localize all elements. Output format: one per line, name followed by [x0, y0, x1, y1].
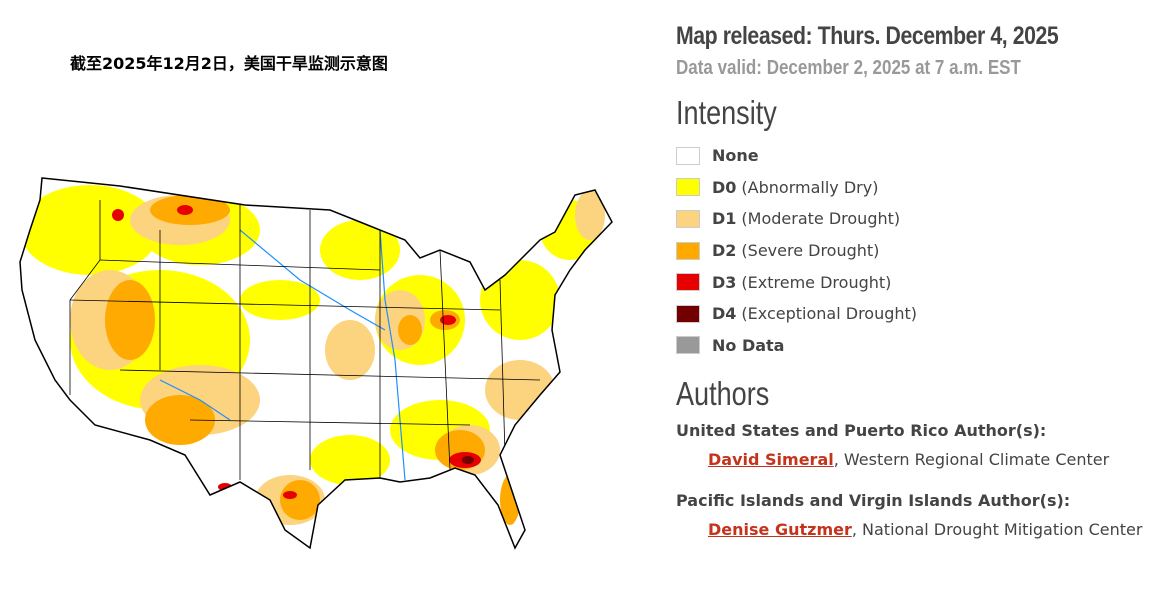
- map-title: 截至2025年12月2日，美国干旱监测示意图: [70, 54, 388, 73]
- author-link-david-simeral[interactable]: David Simeral: [708, 450, 834, 470]
- rivers: [159, 229, 406, 481]
- legend-item-none: None: [676, 140, 1142, 172]
- legend-swatch: [676, 336, 700, 355]
- legend-label: (Severe Drought): [741, 241, 880, 261]
- legend-swatch: [676, 209, 700, 228]
- legend: None D0 (Abnormally Dry) D1 (Moderate Drou…: [676, 140, 1142, 361]
- author-org: , Western Regional Climate Center: [833, 450, 1110, 470]
- state-borders: [69, 200, 541, 480]
- legend-item-d0: D0 (Abnormally Dry): [676, 172, 1142, 204]
- legend-item-no-data: No Data: [676, 330, 1142, 362]
- legend-item-d1: D1 (Moderate Drought): [676, 203, 1142, 235]
- legend-code: D2: [712, 241, 737, 261]
- legend-swatch: [676, 273, 700, 292]
- legend-swatch: [676, 146, 700, 165]
- legend-item-d4: D4 (Exceptional Drought): [676, 298, 1142, 330]
- legend-swatch: [676, 304, 700, 323]
- us-author: David Simeral, Western Regional Climate …: [708, 450, 1142, 469]
- us-authors-heading: United States and Puerto Rico Author(s):: [676, 421, 1047, 441]
- legend-swatch: [676, 241, 700, 260]
- legend-item-d3: D3 (Extreme Drought): [676, 266, 1142, 298]
- legend-code: D0: [712, 177, 737, 197]
- legend-item-d2: D2 (Severe Drought): [676, 235, 1142, 267]
- legend-swatch: [676, 178, 700, 197]
- legend-code: D1: [712, 209, 737, 229]
- legend-code: None: [712, 146, 759, 166]
- author-link-denise-gutzmer[interactable]: Denise Gutzmer: [708, 520, 852, 540]
- legend-label: (Extreme Drought): [741, 272, 892, 292]
- legend-label: (Abnormally Dry): [741, 177, 879, 197]
- legend-code: No Data: [712, 335, 785, 355]
- authors-heading: Authors: [676, 375, 770, 413]
- map-released-date: Map released: Thurs. December 4, 2025: [676, 22, 1059, 50]
- d3-areas: [112, 205, 481, 499]
- data-valid-date: Data valid: December 2, 2025 at 7 a.m. E…: [676, 57, 1021, 79]
- pacific-author: Denise Gutzmer, National Drought Mitigat…: [708, 520, 1142, 539]
- legend-label: (Moderate Drought): [741, 209, 901, 229]
- legend-code: D3: [712, 272, 737, 292]
- intensity-heading: Intensity: [676, 94, 777, 131]
- drought-map: [19, 177, 613, 549]
- author-org: , National Drought Mitigation Center: [851, 520, 1143, 540]
- legend-code: D4: [712, 304, 737, 324]
- pacific-authors-heading: Pacific Islands and Virgin Islands Autho…: [676, 491, 1071, 511]
- legend-label: (Exceptional Drought): [741, 304, 918, 324]
- d4-areas: [462, 456, 474, 464]
